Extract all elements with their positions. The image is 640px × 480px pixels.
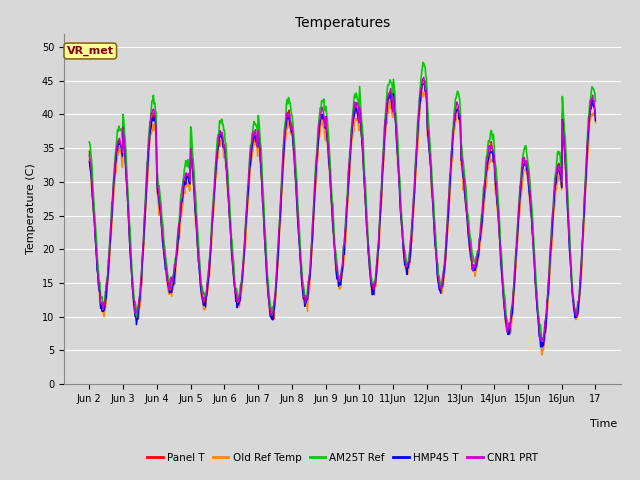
Old Ref Temp bbox=[86, 156, 93, 162]
Line: Old Ref Temp: Old Ref Temp bbox=[90, 92, 595, 355]
HMP45 T bbox=[225, 201, 232, 207]
Line: HMP45 T: HMP45 T bbox=[90, 83, 595, 347]
Old Ref Temp bbox=[95, 273, 102, 278]
Title: Temperatures: Temperatures bbox=[295, 16, 390, 30]
Old Ref Temp bbox=[420, 89, 428, 95]
AM25T Ref bbox=[540, 338, 547, 344]
CNR1 PRT bbox=[198, 289, 206, 295]
AM25T Ref bbox=[147, 115, 154, 121]
HMP45 T bbox=[420, 80, 428, 86]
Old Ref Temp bbox=[538, 352, 546, 358]
Old Ref Temp bbox=[404, 272, 412, 277]
AM25T Ref bbox=[225, 189, 232, 195]
HMP45 T bbox=[86, 158, 93, 164]
Y-axis label: Temperature (C): Temperature (C) bbox=[26, 163, 36, 254]
CNR1 PRT bbox=[591, 115, 599, 120]
AM25T Ref bbox=[591, 98, 599, 104]
AM25T Ref bbox=[404, 262, 412, 267]
Panel T bbox=[86, 148, 93, 154]
AM25T Ref bbox=[95, 269, 102, 275]
AM25T Ref bbox=[419, 66, 426, 72]
Panel T bbox=[225, 196, 232, 202]
CNR1 PRT bbox=[420, 74, 428, 80]
HMP45 T bbox=[537, 344, 545, 350]
AM25T Ref bbox=[198, 283, 206, 289]
HMP45 T bbox=[147, 127, 154, 132]
Line: AM25T Ref: AM25T Ref bbox=[90, 62, 595, 341]
Old Ref Temp bbox=[419, 89, 426, 95]
Old Ref Temp bbox=[198, 296, 206, 301]
Old Ref Temp bbox=[591, 120, 599, 126]
Text: VR_met: VR_met bbox=[67, 46, 114, 56]
Panel T bbox=[420, 77, 428, 83]
CNR1 PRT bbox=[95, 277, 102, 283]
CNR1 PRT bbox=[540, 338, 547, 344]
HMP45 T bbox=[198, 293, 206, 299]
Panel T bbox=[198, 289, 206, 295]
X-axis label: Time: Time bbox=[591, 419, 618, 429]
AM25T Ref bbox=[419, 60, 427, 65]
CNR1 PRT bbox=[86, 152, 93, 158]
Old Ref Temp bbox=[225, 196, 232, 202]
CNR1 PRT bbox=[225, 202, 232, 207]
Panel T bbox=[538, 345, 546, 350]
AM25T Ref bbox=[86, 139, 93, 145]
Legend: Panel T, Old Ref Temp, AM25T Ref, HMP45 T, CNR1 PRT: Panel T, Old Ref Temp, AM25T Ref, HMP45 … bbox=[143, 449, 542, 467]
HMP45 T bbox=[404, 265, 412, 271]
HMP45 T bbox=[95, 281, 102, 287]
Old Ref Temp bbox=[147, 131, 154, 136]
CNR1 PRT bbox=[147, 118, 154, 124]
Panel T bbox=[419, 78, 426, 84]
Panel T bbox=[404, 268, 412, 274]
CNR1 PRT bbox=[419, 77, 426, 83]
Line: CNR1 PRT: CNR1 PRT bbox=[90, 77, 595, 341]
HMP45 T bbox=[419, 82, 426, 88]
Line: Panel T: Panel T bbox=[90, 80, 595, 348]
Panel T bbox=[95, 283, 102, 288]
HMP45 T bbox=[591, 118, 599, 124]
Panel T bbox=[591, 112, 599, 118]
CNR1 PRT bbox=[404, 261, 412, 267]
Panel T bbox=[147, 126, 154, 132]
